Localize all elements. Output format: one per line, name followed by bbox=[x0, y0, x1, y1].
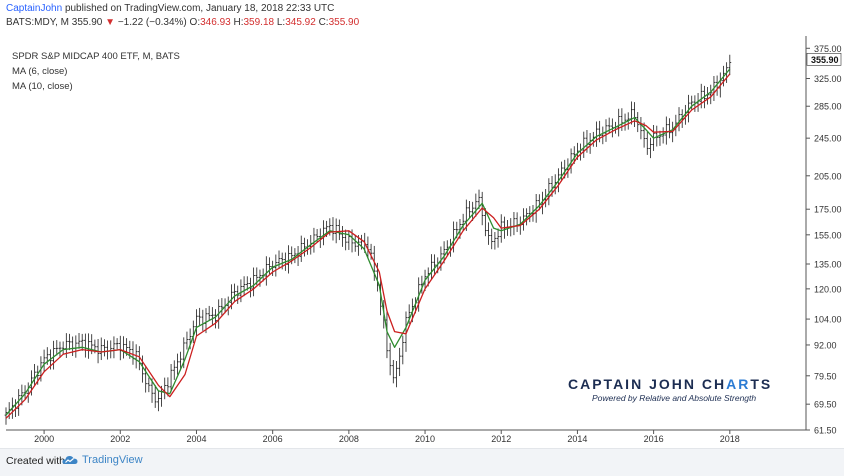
created-with-label: Created with bbox=[6, 455, 65, 467]
watermark-title-b: AR bbox=[726, 376, 751, 392]
high-label: H: bbox=[233, 17, 244, 28]
low-label: L: bbox=[276, 17, 286, 28]
x-tick-label: 2006 bbox=[263, 434, 283, 444]
ohlc-line: BATS:MDY, M 355.90 ▼ −1.22 (−0.34%) O:34… bbox=[6, 17, 359, 28]
price-change: −1.22 (−0.34%) bbox=[117, 17, 187, 28]
y-tick-label: 155.00 bbox=[814, 230, 842, 240]
y-tick-label: 104.00 bbox=[814, 315, 842, 325]
y-tick-label: 245.00 bbox=[814, 134, 842, 144]
ma10-line bbox=[5, 73, 731, 419]
down-triangle-icon: ▼ bbox=[105, 17, 116, 28]
y-tick-label: 205.00 bbox=[814, 171, 842, 181]
low-value: 345.92 bbox=[285, 17, 316, 28]
high-value: 359.18 bbox=[243, 17, 275, 28]
footer-bar: Created with TradingView bbox=[0, 448, 844, 476]
watermark-subtitle: Powered by Relative and Absolute Strengt… bbox=[592, 393, 757, 403]
y-tick-label: 135.00 bbox=[814, 259, 842, 269]
y-tick-label: 175.00 bbox=[814, 205, 842, 215]
legend-ma6[interactable]: MA (6, close) bbox=[12, 66, 68, 77]
last-price-tag bbox=[806, 53, 842, 66]
x-tick-label: 2008 bbox=[339, 434, 359, 444]
chart-legend: SPDR S&P MIDCAP 400 ETF, M, BATS MA (6, … bbox=[12, 49, 180, 94]
watermark-logo: CAPTAIN JOHN CHARTS Powered by Relative … bbox=[568, 376, 772, 403]
legend-title: SPDR S&P MIDCAP 400 ETF, M, BATS bbox=[12, 51, 180, 62]
open-label: O: bbox=[189, 17, 201, 28]
y-tick-label: 285.00 bbox=[814, 102, 842, 112]
publish-info: published on TradingView.com, January 18… bbox=[64, 3, 335, 14]
last-price-label: 355.90 bbox=[811, 55, 839, 65]
legend-ma10[interactable]: MA (10, close) bbox=[12, 81, 73, 92]
close-value: 355.90 bbox=[328, 17, 360, 28]
y-tick-label: 375.00 bbox=[814, 44, 842, 54]
last-price: 355.90 bbox=[71, 17, 103, 28]
axes: 375.00 325.00 285.00 245.00 205.00 175.00 155.… bbox=[6, 36, 842, 444]
x-tick-label: 2010 bbox=[415, 434, 435, 444]
y-tick-label: 92.00 bbox=[814, 340, 837, 350]
price-chart[interactable]: 375.00 325.00 285.00 245.00 205.00 175.00 155.… bbox=[0, 0, 844, 448]
watermark-title-a: CAPTAIN JOHN CH bbox=[568, 376, 727, 392]
watermark-title-c: TS bbox=[750, 376, 773, 392]
x-tick-label: 2000 bbox=[34, 434, 54, 444]
y-tick-label: 61.50 bbox=[814, 426, 837, 436]
x-tick-label: 2018 bbox=[720, 434, 740, 444]
publish-line: CaptainJohn published on TradingView.com… bbox=[6, 3, 334, 14]
symbol-label: BATS:MDY, M bbox=[6, 17, 69, 28]
moving-averages bbox=[5, 68, 731, 419]
x-tick-label: 2012 bbox=[491, 434, 511, 444]
open-value: 346.93 bbox=[200, 17, 231, 28]
y-tick-label: 325.00 bbox=[814, 74, 842, 84]
x-tick-label: 2016 bbox=[644, 434, 664, 444]
tradingview-cloud-icon[interactable] bbox=[62, 453, 78, 467]
y-tick-label: 120.00 bbox=[814, 284, 842, 294]
x-tick-label: 2004 bbox=[186, 434, 206, 444]
close-label: C: bbox=[318, 17, 329, 28]
price-bars bbox=[4, 54, 732, 425]
x-tick-label: 2002 bbox=[110, 434, 130, 444]
ma6-line bbox=[5, 68, 731, 416]
y-tick-label: 79.50 bbox=[814, 371, 837, 381]
y-tick-label: 69.50 bbox=[814, 400, 837, 410]
author-link[interactable]: CaptainJohn bbox=[6, 3, 63, 14]
x-tick-label: 2014 bbox=[567, 434, 587, 444]
tradingview-brand[interactable]: TradingView bbox=[82, 454, 143, 466]
